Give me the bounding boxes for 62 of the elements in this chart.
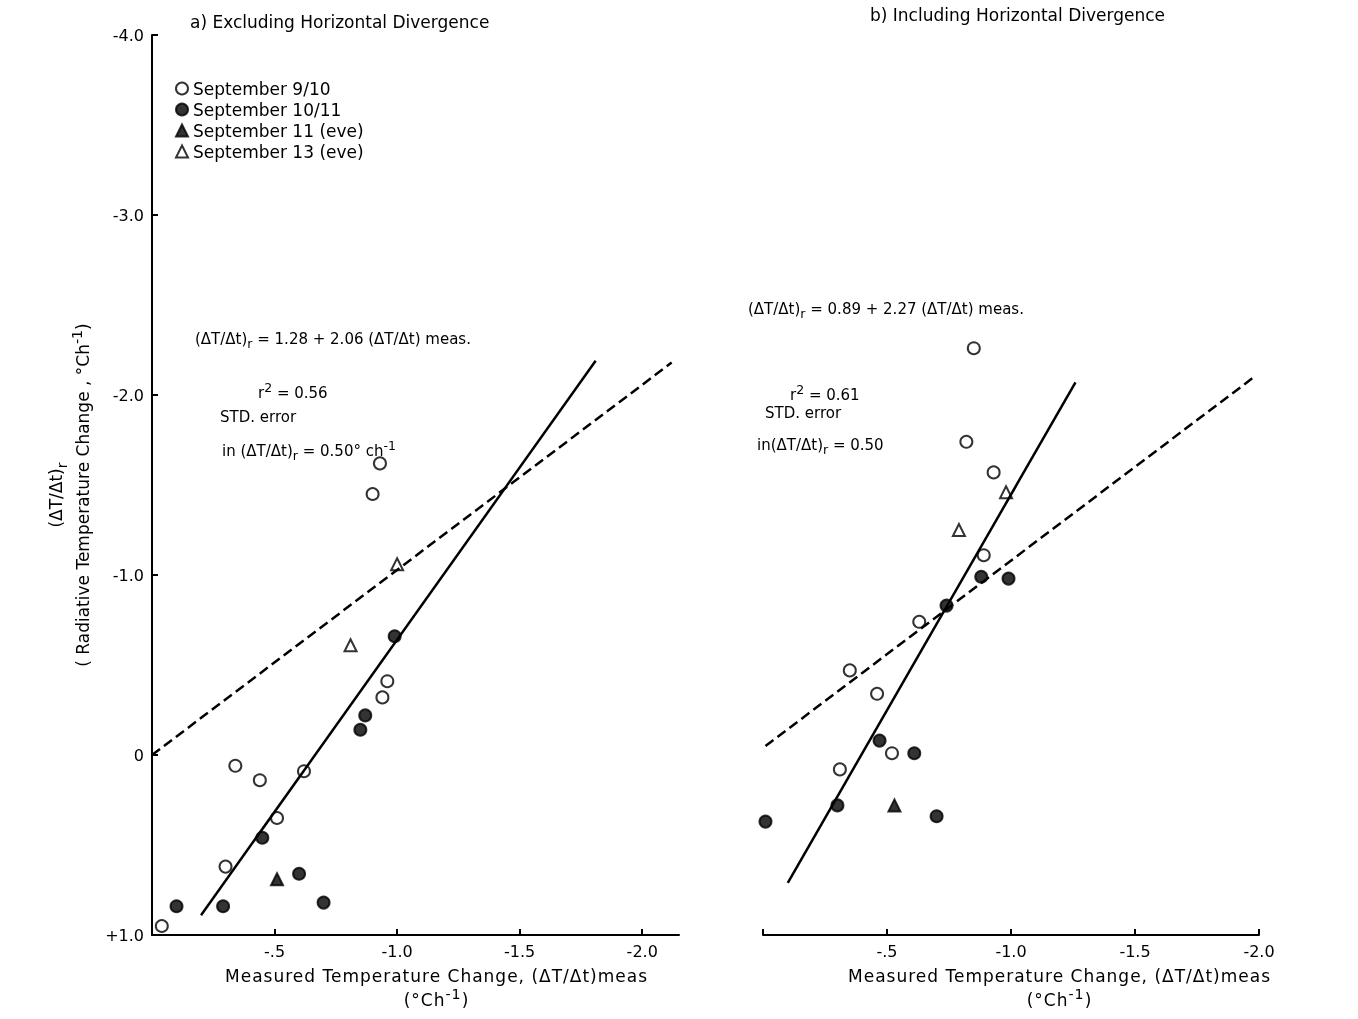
point (358, 708, 373, 723)
point (951, 523, 966, 537)
point (832, 762, 847, 777)
point (292, 866, 307, 881)
legend-label: September 13 (eve) (193, 141, 364, 162)
point (365, 487, 380, 501)
point (976, 548, 991, 563)
point (907, 746, 922, 761)
y-tick-label: -3.0 (112, 205, 144, 225)
annotation: r$^{2}$ = 0.56 (258, 380, 328, 402)
x-tick-label: -.5 (876, 941, 898, 961)
point (912, 614, 927, 629)
point (872, 733, 887, 748)
chart-title: b) Including Horizontal Divergence (870, 5, 1166, 25)
x-axis-title: Measured Temperature Change, (ΔT/Δt)meas (°Ch$^{-1}$) (225, 966, 649, 1010)
y-tick-label: -2.0 (112, 385, 144, 405)
point (1001, 571, 1016, 586)
annotation: in(ΔT/Δt)$_{r}$ = 0.50 (757, 436, 884, 457)
point (218, 859, 233, 874)
annotation: in (ΔT/Δt)$_{r}$ = 0.50° ch$^{-1}$ (222, 438, 396, 463)
legend-label: September 10/11 (193, 99, 342, 120)
y-tick-label: 0 (133, 745, 144, 765)
x-tick-label: -1.0 (381, 941, 413, 961)
point (929, 809, 944, 824)
annotation: (ΔT/Δt)$_{r}$ = 0.89 + 2.27 (ΔT/Δt) meas. (748, 300, 1024, 321)
point (966, 341, 981, 356)
x-tick-label: -1.5 (1119, 941, 1151, 961)
point (343, 638, 358, 653)
point (380, 674, 395, 689)
chart-title: a) Excluding Horizontal Divergence (190, 12, 490, 32)
x-axis-title: Measured Temperature Change, (ΔT/Δt)meas (°Ch$^{-1}$) (848, 966, 1272, 1010)
point (216, 899, 231, 914)
point (252, 773, 267, 788)
x-tick-label: -.5 (264, 941, 286, 961)
point (959, 434, 974, 449)
point (758, 814, 773, 829)
y-tick-label: -4.0 (112, 25, 144, 45)
legend-label: September 11 (eve) (193, 120, 364, 141)
legend-label: September 9/10 (193, 78, 331, 99)
point (884, 746, 899, 761)
x-tick-label: -2.0 (1243, 941, 1275, 961)
y-tick-label: +1.0 (105, 925, 144, 945)
x-tick-label: -1.5 (504, 941, 536, 961)
annotation: STD. error (765, 404, 842, 422)
point (169, 899, 184, 914)
point (353, 722, 368, 737)
point (887, 798, 902, 813)
point (316, 895, 331, 910)
point (270, 872, 285, 887)
point (154, 919, 169, 933)
annotation: (ΔT/Δt)$_{r}$ = 1.28 + 2.06 (ΔT/Δt) meas. (195, 330, 471, 351)
annotation: STD. error (220, 408, 297, 426)
x-tick-label: -2.0 (626, 941, 658, 961)
point (870, 686, 885, 701)
point (986, 465, 1001, 480)
point (842, 663, 857, 678)
point (375, 690, 390, 705)
x-tick-label: -1.0 (995, 941, 1027, 961)
annotation: r$^{2}$ = 0.61 (790, 382, 860, 404)
point (372, 456, 387, 471)
point (228, 758, 243, 773)
y-tick-label: -1.0 (112, 565, 144, 585)
